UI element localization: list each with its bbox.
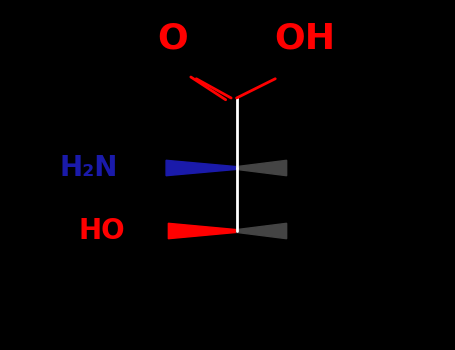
Text: OH: OH	[274, 21, 335, 56]
Text: H₂N: H₂N	[60, 154, 118, 182]
Polygon shape	[237, 160, 287, 176]
Polygon shape	[166, 160, 237, 176]
Polygon shape	[237, 223, 287, 239]
Polygon shape	[168, 223, 237, 239]
Text: HO: HO	[79, 217, 125, 245]
Text: O: O	[157, 21, 188, 56]
